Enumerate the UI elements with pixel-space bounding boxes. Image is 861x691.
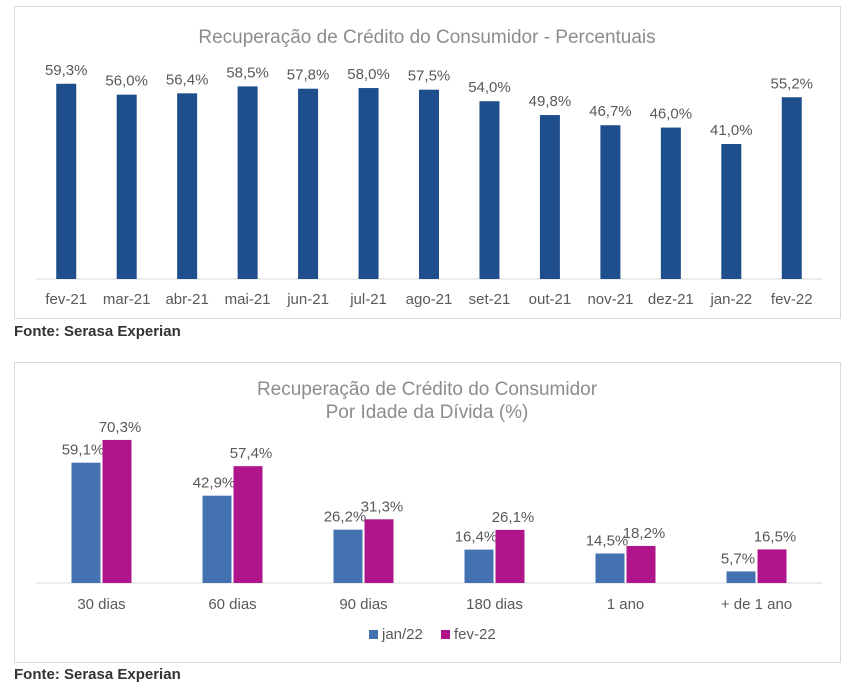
chart2-source-note: Fonte: Serasa Experian bbox=[14, 666, 181, 683]
chart2-title: Recuperação de Crédito do Consumidor bbox=[257, 379, 598, 400]
chart1-tick-label-out-21: out-21 bbox=[529, 291, 572, 308]
chart1-bar-jun-21 bbox=[298, 88, 319, 279]
chart2-tick-label-90 dias: 90 dias bbox=[339, 596, 387, 613]
monthly-recovery-chart-panel: Recuperação de Crédito do Consumidor - P… bbox=[14, 6, 841, 319]
chart1-bar-jan-22 bbox=[721, 144, 742, 279]
legend-swatch-jan/22 bbox=[369, 630, 378, 639]
debt-age-recovery-chart: Recuperação de Crédito do ConsumidorPor … bbox=[36, 379, 822, 643]
chart1-data-label-mai-21: 58,5% bbox=[226, 64, 269, 81]
chart1-data-label-mar-21: 56,0% bbox=[105, 73, 148, 90]
monthly-recovery-chart: Recuperação de Crédito do Consumidor - P… bbox=[36, 27, 822, 308]
chart2-data-label-jan/22-90 dias: 26,2% bbox=[324, 509, 367, 526]
chart2-bar-fev-22-1 ano bbox=[626, 545, 656, 583]
chart2-bar-jan/22-+ de 1 ano bbox=[726, 571, 756, 583]
chart1-bar-fev-22 bbox=[781, 97, 802, 279]
chart1-tick-label-jan-22: jan-22 bbox=[709, 291, 752, 308]
chart2-bar-jan/22-1 ano bbox=[595, 553, 625, 583]
chart1-bar-fev-21 bbox=[56, 83, 77, 280]
chart1-data-label-jan-22: 41,0% bbox=[710, 122, 753, 139]
chart1-bar-jul-21 bbox=[358, 88, 379, 280]
chart2-bar-jan/22-180 dias bbox=[464, 549, 494, 583]
chart2-tick-label-1 ano: 1 ano bbox=[607, 596, 645, 613]
chart1-data-label-fev-22: 55,2% bbox=[770, 75, 813, 92]
chart2-data-label-jan/22-+ de 1 ano: 5,7% bbox=[721, 550, 755, 567]
chart1-source-note: Fonte: Serasa Experian bbox=[14, 323, 181, 340]
chart1-bar-mar-21 bbox=[116, 94, 137, 279]
legend-label-jan/22: jan/22 bbox=[381, 626, 423, 643]
chart1-tick-label-jun-21: jun-21 bbox=[286, 291, 329, 308]
chart2-tick-label-+ de 1 ano: + de 1 ano bbox=[721, 596, 792, 613]
chart1-data-label-out-21: 49,8% bbox=[529, 93, 572, 110]
chart2-data-label-fev-22-180 dias: 26,1% bbox=[492, 509, 535, 526]
chart2-tick-label-60 dias: 60 dias bbox=[208, 596, 256, 613]
legend-swatch-fev-22 bbox=[441, 630, 450, 639]
chart2-data-label-fev-22-30 dias: 70,3% bbox=[99, 419, 142, 436]
legend-label-fev-22: fev-22 bbox=[454, 626, 496, 643]
chart1-tick-label-dez-21: dez-21 bbox=[648, 291, 694, 308]
chart2-data-label-jan/22-60 dias: 42,9% bbox=[193, 475, 236, 492]
chart1-bar-mai-21 bbox=[237, 86, 258, 280]
chart1-bar-abr-21 bbox=[177, 93, 198, 279]
chart2-bar-jan/22-60 dias bbox=[202, 495, 232, 583]
chart1-tick-label-fev-22: fev-22 bbox=[771, 291, 813, 308]
chart1-data-label-set-21: 54,0% bbox=[468, 79, 511, 96]
chart1-bar-nov-21 bbox=[600, 125, 621, 279]
chart2-bar-jan/22-30 dias bbox=[71, 462, 101, 583]
chart2-data-label-fev-22-1 ano: 18,2% bbox=[623, 525, 666, 542]
chart2-data-label-jan/22-30 dias: 59,1% bbox=[62, 442, 105, 459]
chart1-tick-label-set-21: set-21 bbox=[469, 291, 511, 308]
chart1-tick-label-fev-21: fev-21 bbox=[45, 291, 87, 308]
chart2-bar-fev-22-90 dias bbox=[364, 519, 394, 583]
debt-age-recovery-chart-panel: Recuperação de Crédito do Consumidor Por … bbox=[14, 362, 841, 663]
chart2-bar-fev-22-+ de 1 ano bbox=[757, 549, 787, 583]
chart1-bar-ago-21 bbox=[419, 89, 439, 279]
chart1-bar-out-21 bbox=[539, 115, 560, 279]
chart2-tick-label-180 dias: 180 dias bbox=[466, 596, 523, 613]
chart1-bar-set-21 bbox=[479, 101, 500, 279]
chart2-data-label-jan/22-180 dias: 16,4% bbox=[455, 529, 498, 546]
chart1-title: Recuperação de Crédito do Consumidor - P… bbox=[198, 27, 655, 48]
chart1-bar-dez-21 bbox=[660, 127, 681, 279]
chart1-data-label-jul-21: 58,0% bbox=[347, 66, 390, 83]
chart2-bar-fev-22-180 dias bbox=[495, 529, 525, 583]
chart2-data-label-fev-22-+ de 1 ano: 16,5% bbox=[754, 528, 797, 545]
chart1-data-label-jun-21: 57,8% bbox=[287, 67, 330, 84]
chart1-data-label-nov-21: 46,7% bbox=[589, 103, 632, 120]
chart2-data-label-jan/22-1 ano: 14,5% bbox=[586, 532, 629, 549]
chart2-data-label-fev-22-60 dias: 57,4% bbox=[230, 445, 273, 462]
chart2-subtitle: Por Idade da Dívida (%) bbox=[326, 402, 529, 423]
chart1-tick-label-nov-21: nov-21 bbox=[587, 291, 633, 308]
chart1-data-label-ago-21: 57,5% bbox=[408, 68, 451, 85]
chart2-bar-fev-22-60 dias bbox=[233, 466, 263, 583]
chart2-tick-label-30 dias: 30 dias bbox=[77, 596, 125, 613]
chart1-tick-label-ago-21: ago-21 bbox=[406, 291, 453, 308]
chart1-tick-label-abr-21: abr-21 bbox=[165, 291, 208, 308]
chart2-bar-fev-22-30 dias bbox=[102, 439, 132, 583]
chart1-tick-label-jul-21: jul-21 bbox=[349, 291, 387, 308]
chart1-data-label-fev-21: 59,3% bbox=[45, 62, 88, 79]
chart2-bar-jan/22-90 dias bbox=[333, 529, 363, 583]
chart1-data-label-abr-21: 56,4% bbox=[166, 71, 209, 88]
chart1-data-label-dez-21: 46,0% bbox=[650, 106, 693, 123]
chart1-tick-label-mar-21: mar-21 bbox=[103, 291, 151, 308]
chart2-data-label-fev-22-90 dias: 31,3% bbox=[361, 498, 404, 515]
chart1-tick-label-mai-21: mai-21 bbox=[225, 291, 271, 308]
